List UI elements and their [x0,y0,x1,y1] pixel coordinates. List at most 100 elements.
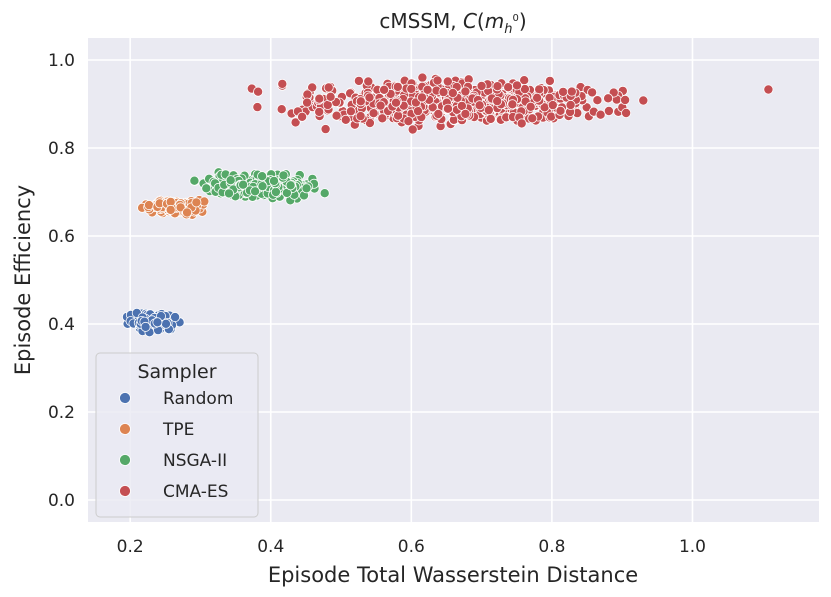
data-point [175,202,186,213]
legend-label: Random [163,389,233,409]
data-point [319,188,330,199]
y-tick-label: 0.8 [48,139,75,159]
data-point [422,84,433,95]
legend-marker [119,454,131,466]
data-point [140,321,151,332]
legend: Sampler Random TPE NSGA-II CMA-ES [95,352,259,518]
y-tick-label: 0.0 [48,491,75,511]
y-axis-label: Episode Efficiency [11,185,35,375]
data-point [270,186,281,197]
data-point [603,106,614,117]
data-point [555,105,566,116]
data-points [122,72,774,338]
data-point [160,318,171,329]
data-point [355,96,366,107]
data-point [223,188,234,199]
data-point [323,82,334,93]
data-point [460,86,471,97]
data-point [191,197,202,208]
data-point [276,104,287,115]
data-point [403,116,414,127]
data-point [277,78,288,89]
data-point [170,312,181,323]
chart-title: cMSSM, C(mh0) [379,9,526,37]
data-point [320,124,331,135]
data-point [763,84,774,95]
data-point [442,103,453,114]
data-point [547,100,558,111]
data-point [257,181,268,192]
data-point [527,113,538,124]
legend-label: NSGA-II [163,451,227,471]
data-point [325,91,336,102]
data-point [345,106,356,117]
data-point [340,114,351,125]
data-point [368,108,379,119]
legend-items: Random TPE NSGA-II CMA-ES [119,389,233,502]
data-point [460,108,471,119]
data-point [364,118,375,129]
data-point [189,175,200,186]
data-point [638,95,649,106]
data-point [379,84,390,95]
data-point [565,100,576,111]
data-point [392,81,403,92]
x-tick-labels: 0.2 0.4 0.6 0.8 1.0 [117,537,706,557]
data-point [363,76,374,87]
data-point [375,100,386,111]
data-point [592,95,603,106]
data-point [314,106,325,117]
data-point [621,108,632,119]
x-tick-label: 0.4 [257,537,284,557]
data-point [302,97,313,108]
data-point [566,86,577,97]
data-point [364,92,375,103]
data-point [534,84,545,95]
data-point [532,92,543,103]
data-point [407,124,418,135]
data-point [447,88,458,99]
data-point [250,186,261,197]
data-point [544,75,555,86]
data-point [165,204,176,215]
data-point [182,207,193,218]
data-point [503,82,514,93]
x-axis-label: Episode Total Wasserstein Distance [268,563,638,587]
data-point [152,317,163,328]
data-point [377,113,388,124]
data-point [492,81,503,92]
data-point [587,87,598,98]
data-point [390,97,401,108]
legend-box [95,352,259,518]
data-point [225,175,236,186]
legend-title: Sampler [137,361,216,383]
data-point [297,111,308,122]
y-tick-labels: 0.0 0.2 0.4 0.6 0.8 1.0 [48,51,75,511]
data-point [516,118,527,129]
legend-marker [119,392,131,404]
data-point [412,106,423,117]
data-point [268,175,279,186]
data-point [525,101,536,112]
data-point [238,179,249,190]
data-point [620,95,631,106]
data-point [355,111,366,122]
y-tick-label: 0.6 [48,227,75,247]
y-tick-label: 1.0 [48,51,75,71]
y-tick-label: 0.2 [48,403,75,423]
data-point [595,109,606,120]
data-point [307,82,318,93]
legend-marker [119,423,131,435]
data-point [252,102,263,113]
data-point [253,86,264,97]
data-point [331,110,342,121]
data-point [507,99,518,110]
data-point [485,113,496,124]
data-point [558,86,569,97]
data-point [492,96,503,107]
data-point [512,80,523,91]
y-tick-label: 0.4 [48,315,75,335]
data-point [417,72,428,83]
data-point [301,183,312,194]
